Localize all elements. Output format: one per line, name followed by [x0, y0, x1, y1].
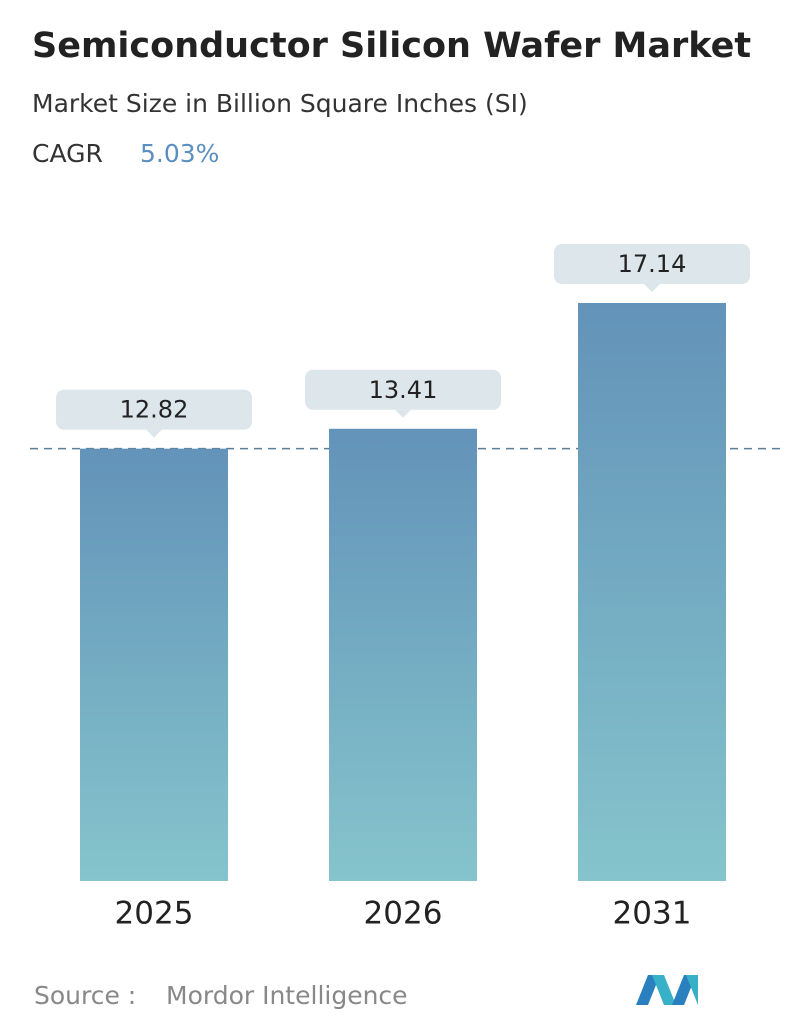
x-tick-label: 2026: [364, 896, 443, 932]
bar: [329, 428, 477, 881]
value-label: 12.82: [120, 396, 189, 424]
value-label-box: [56, 389, 252, 430]
bar: [80, 448, 228, 881]
logo: [636, 975, 698, 1005]
x-tick-label: 2031: [613, 896, 692, 932]
chart-subtitle: Market Size in Billion Square Inches (SI…: [32, 89, 528, 118]
source: Mordor Intelligence: [166, 981, 408, 1010]
source-label: Source :: [34, 981, 136, 1010]
cagr-label: CAGR: [32, 139, 103, 168]
bar: [578, 303, 726, 881]
value-label-box: [554, 244, 750, 284]
value-label-box: [305, 369, 501, 410]
cagr-value: 5.03%: [140, 139, 219, 168]
x-tick-label: 2025: [115, 896, 194, 932]
chart-title: Semiconductor Silicon Wafer Market: [32, 26, 751, 66]
value-label-pointer: [146, 429, 162, 438]
value-label: 17.14: [618, 250, 687, 278]
value-label-pointer: [644, 284, 660, 292]
value-label: 13.41: [369, 376, 438, 404]
value-label-pointer: [395, 409, 411, 418]
